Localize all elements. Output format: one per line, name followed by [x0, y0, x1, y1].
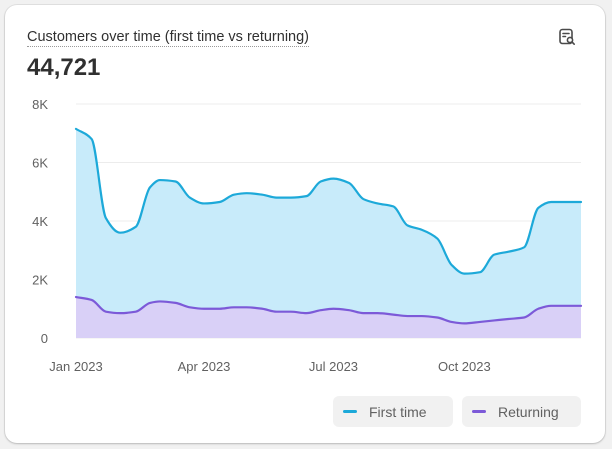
legend-label-first-time: First time: [369, 403, 427, 420]
legend-swatch-returning: [472, 410, 486, 413]
legend-swatch-first-time: [343, 410, 357, 413]
legend-label-returning: Returning: [498, 403, 559, 420]
x-tick-label: Jul 2023: [309, 359, 358, 374]
series-line-first-time[interactable]: [74, 127, 583, 275]
y-tick-label: 4K: [32, 214, 48, 229]
y-tick-label: 6K: [32, 156, 48, 171]
area-first-time: [76, 128, 581, 338]
legend-item-returning[interactable]: Returning: [462, 396, 581, 427]
x-tick-label: Jan 2023: [49, 359, 103, 374]
series-line-returning[interactable]: [74, 295, 583, 325]
x-tick-label: Oct 2023: [438, 359, 491, 374]
legend-item-first-time[interactable]: First time: [333, 396, 453, 427]
y-tick-label: 8K: [32, 97, 48, 112]
y-tick-label: 2K: [32, 273, 48, 288]
x-tick-label: Apr 2023: [178, 359, 231, 374]
total-customers: 44,721: [27, 54, 101, 81]
y-tick-label: 0: [41, 331, 48, 346]
chart-title[interactable]: Customers over time (first time vs retur…: [27, 29, 310, 47]
analytics-search-icon[interactable]: [554, 24, 580, 50]
area-returning: [76, 297, 581, 338]
